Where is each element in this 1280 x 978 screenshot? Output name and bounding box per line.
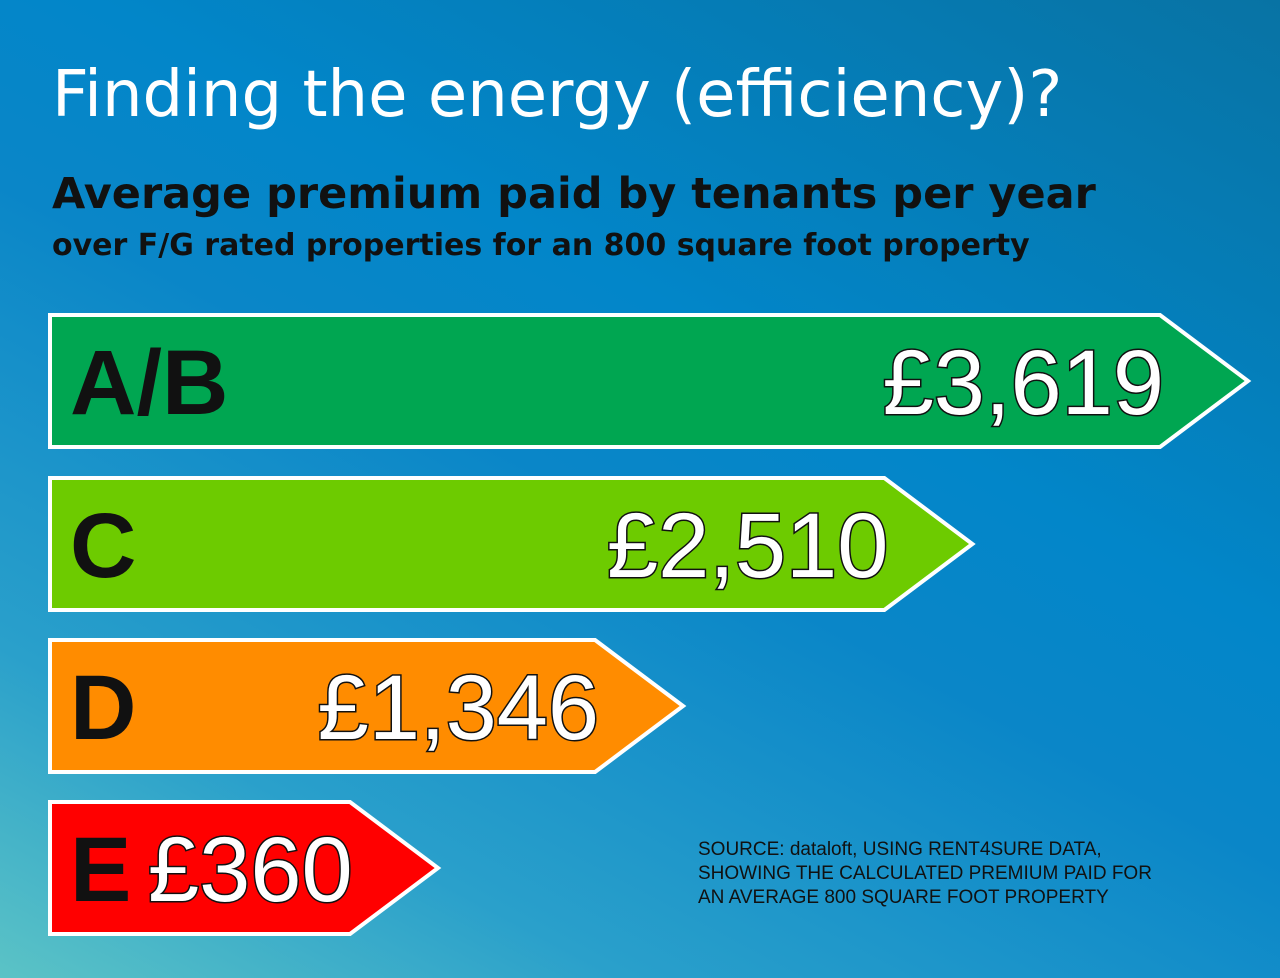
source-line: AN AVERAGE 800 SQUARE FOOT PROPERTY — [698, 887, 1109, 908]
source-note: SOURCE: dataloft, USING RENT4SURE DATA, … — [698, 838, 1168, 910]
value-label: £3,619 — [883, 332, 1164, 434]
chart-title: Finding the energy (efficiency)? — [52, 58, 1063, 132]
value-label: £1,346 — [318, 657, 599, 759]
rating-label: E — [70, 819, 131, 921]
rating-label: C — [70, 495, 136, 597]
rating-label: D — [70, 657, 136, 759]
value-label: £360 — [148, 819, 353, 921]
rating-bar-d — [48, 638, 687, 774]
rating-bar-ab — [48, 313, 1252, 449]
source-line: SHOWING THE CALCULATED PREMIUM PAID FOR — [698, 863, 1152, 884]
source-line: SOURCE: dataloft, USING RENT4SURE DATA, — [698, 839, 1102, 860]
chart-subtitle: Average premium paid by tenants per year — [52, 169, 1096, 219]
value-label: £2,510 — [607, 495, 888, 597]
chart-subtitle-detail: over F/G rated properties for an 800 squ… — [52, 228, 1030, 263]
rating-bar-c — [48, 476, 976, 612]
rating-label: A/B — [70, 332, 228, 434]
rating-bar-e — [48, 800, 442, 936]
